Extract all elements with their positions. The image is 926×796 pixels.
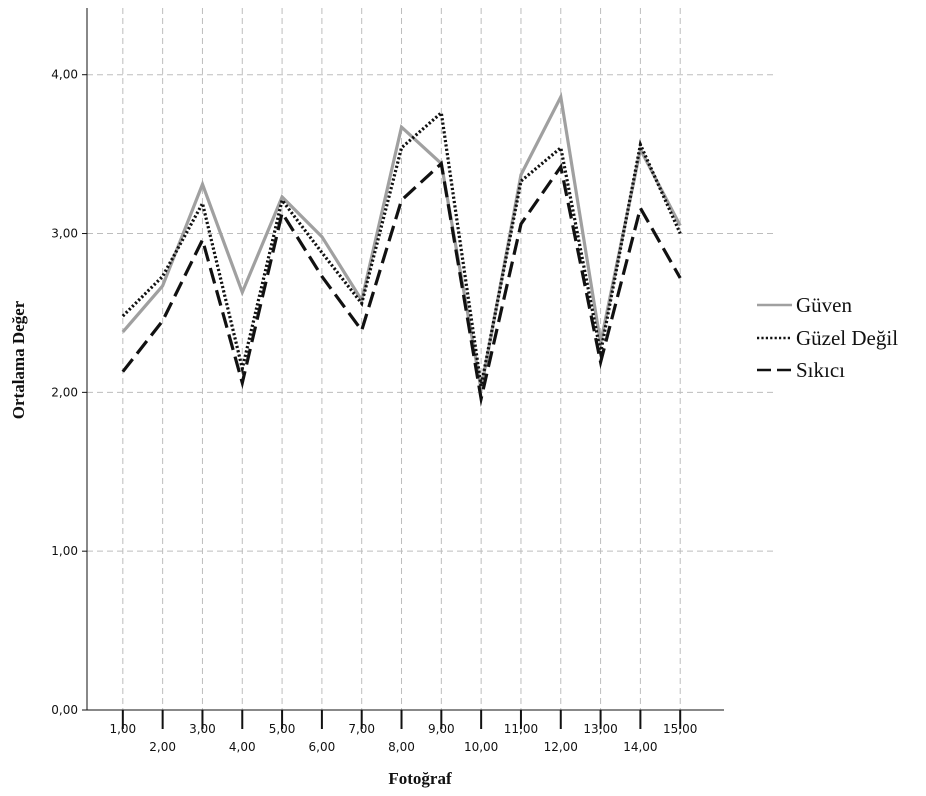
- axes: [86, 8, 724, 711]
- legend-label: Güven: [796, 293, 852, 317]
- x-tick-label: 11,00: [504, 722, 538, 736]
- x-tick-label: 6,00: [309, 740, 336, 754]
- y-axis-title: Ortalama Değer: [9, 300, 28, 419]
- legend: Güven Güzel Değil Sıkıcı: [757, 293, 898, 382]
- x-tick-label: 13,00: [583, 722, 617, 736]
- y-ticks: 0,00 1,00 2,00 3,00 4,00: [51, 68, 87, 717]
- series-line-2: [121, 109, 682, 396]
- series-line-1: [121, 91, 682, 399]
- x-tick-label: 2,00: [149, 740, 176, 754]
- x-tick-label: 1,00: [109, 722, 136, 736]
- x-ticks: 1,00 2,00 3,00 4,00 5,00 6,00 7,00 8,00 9,00 10,0…: [109, 710, 697, 754]
- x-tick-label: 4,00: [229, 740, 256, 754]
- legend-label: Sıkıcı: [796, 358, 845, 382]
- y-tick-label: 1,00: [51, 544, 78, 558]
- y-tick-label: 2,00: [51, 385, 78, 399]
- x-tick-label: 10,00: [464, 740, 498, 754]
- grid: [87, 8, 774, 710]
- x-tick-label: 3,00: [189, 722, 216, 736]
- x-tick-label: 8,00: [388, 740, 415, 754]
- y-tick-label: 3,00: [51, 227, 78, 241]
- legend-label: Güzel Değil: [796, 326, 898, 350]
- series-line-3: [121, 160, 682, 407]
- x-tick-label: 9,00: [428, 722, 455, 736]
- x-tick-label: 14,00: [623, 740, 657, 754]
- x-tick-label: 7,00: [348, 722, 375, 736]
- series-lines: [121, 91, 682, 407]
- y-tick-label: 0,00: [51, 703, 78, 717]
- x-tick-label: 12,00: [544, 740, 578, 754]
- x-axis-title: Fotoğraf: [388, 769, 452, 788]
- x-tick-label: 15,00: [663, 722, 697, 736]
- x-tick-label: 5,00: [269, 722, 296, 736]
- y-tick-label: 4,00: [51, 68, 78, 82]
